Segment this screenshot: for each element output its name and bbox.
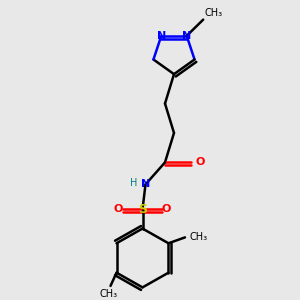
Text: CH₃: CH₃: [190, 232, 208, 242]
Text: O: O: [162, 204, 171, 214]
Text: N: N: [182, 31, 191, 41]
Text: CH₃: CH₃: [100, 289, 118, 299]
Text: N: N: [141, 179, 150, 189]
Text: N: N: [157, 31, 166, 41]
Text: O: O: [196, 158, 205, 167]
Text: CH₃: CH₃: [205, 8, 223, 18]
Text: O: O: [114, 204, 123, 214]
Text: S: S: [138, 203, 147, 216]
Text: H: H: [130, 178, 137, 188]
